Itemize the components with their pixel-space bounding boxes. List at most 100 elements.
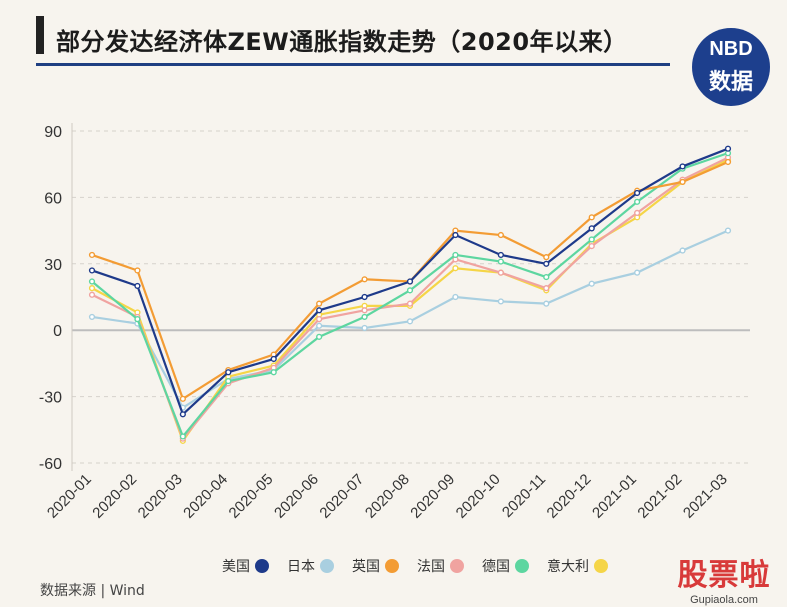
data-point: [406, 278, 414, 285]
data-point: [497, 231, 504, 239]
data-point: [179, 411, 186, 418]
legend-swatch: [594, 559, 608, 573]
data-point: [316, 333, 323, 340]
watermark-logo: 股票啦 Gupiaola.com: [664, 550, 784, 606]
data-point: [452, 265, 459, 272]
nbd-logo: NBD 数据: [692, 28, 770, 106]
data-point: [543, 300, 550, 307]
data-point: [316, 316, 323, 323]
data-point: [361, 276, 368, 283]
data-point: [724, 158, 732, 166]
data-point: [679, 178, 686, 186]
legend-label: 法国: [417, 559, 445, 575]
series-德国: [88, 150, 732, 440]
x-tick-label: 2020-12: [544, 471, 595, 522]
title-underline: [36, 63, 670, 66]
x-tick-label: 2020-05: [226, 471, 277, 522]
legend-item: 日本: [287, 556, 334, 576]
series-意大利: [88, 156, 732, 444]
data-point: [634, 189, 641, 197]
legend-item: 意大利: [547, 556, 608, 576]
logo-text-nbd: NBD: [709, 38, 753, 60]
data-point: [724, 145, 732, 152]
x-tick-label: 2020-04: [180, 471, 231, 522]
y-tick-label: 90: [44, 124, 62, 141]
data-point: [634, 269, 641, 276]
data-point: [497, 251, 504, 259]
data-point: [543, 260, 550, 267]
y-tick-label: -60: [39, 456, 62, 473]
series-美国: [88, 145, 732, 418]
x-tick-label: 2020-10: [453, 471, 504, 522]
data-point: [134, 282, 141, 290]
data-point: [588, 236, 595, 243]
data-point: [679, 247, 686, 254]
data-point: [270, 355, 277, 363]
legend-swatch: [255, 559, 269, 573]
data-point: [225, 378, 232, 385]
data-point: [679, 163, 686, 170]
data-point: [497, 269, 504, 276]
data-source: 数据来源 | Wind: [40, 583, 145, 599]
data-point: [134, 316, 141, 323]
legend-label: 意大利: [547, 559, 589, 575]
y-tick-label: 60: [44, 190, 62, 207]
series-line: [91, 158, 729, 444]
legend-swatch: [515, 559, 529, 573]
data-point: [543, 254, 550, 261]
data-point: [497, 298, 504, 305]
x-tick-label: 2020-08: [362, 471, 413, 522]
watermark-url: Gupiaola.com: [690, 594, 758, 606]
data-point: [88, 285, 96, 292]
chart-grid: [71, 123, 750, 471]
data-point: [588, 280, 595, 287]
legend-label: 英国: [352, 559, 380, 575]
data-point: [88, 313, 96, 321]
legend-label: 德国: [482, 559, 510, 575]
logo-text-data: 数据: [708, 70, 753, 95]
data-point: [634, 209, 641, 216]
title-accent-bar: [36, 16, 44, 54]
x-tick-label: 2020-06: [271, 471, 322, 522]
data-point: [543, 285, 550, 292]
x-tick-label: 2020-02: [89, 471, 140, 522]
legend-item: 英国: [352, 556, 399, 576]
y-axis-ticks: -60 -30 0 30 60 90: [39, 124, 62, 473]
data-point: [406, 287, 414, 294]
data-point: [452, 293, 459, 301]
x-axis-ticks: 2020-012020-022020-032020-042020-052020-…: [44, 471, 731, 522]
y-tick-label: 0: [53, 323, 62, 340]
data-point: [134, 267, 141, 274]
data-point: [88, 291, 96, 298]
data-point: [497, 258, 504, 265]
x-tick-label: 2020-09: [407, 471, 458, 522]
legend-item: 法国: [417, 556, 464, 576]
legend-item: 德国: [482, 556, 529, 576]
data-point: [361, 307, 368, 314]
data-point: [406, 300, 414, 307]
data-point: [361, 313, 368, 321]
x-tick-label: 2021-01: [589, 471, 640, 522]
page-title: 部分发达经济体ZEW通胀指数走势（2020年以来）: [56, 28, 628, 56]
data-point: [361, 324, 368, 332]
data-point: [406, 318, 414, 325]
watermark-title: 股票啦: [677, 558, 771, 593]
x-tick-label: 2021-03: [680, 471, 731, 522]
data-point: [634, 198, 641, 205]
data-point: [225, 369, 232, 376]
data-point: [724, 227, 732, 234]
data-point: [316, 300, 323, 307]
y-tick-label: -30: [39, 390, 62, 407]
chart-series: [88, 145, 732, 444]
series-日本: [88, 227, 732, 411]
x-tick-label: 2020-11: [499, 471, 549, 521]
data-point: [588, 242, 595, 250]
data-point: [179, 433, 186, 440]
legend-swatch: [385, 559, 399, 573]
x-tick-label: 2020-07: [316, 471, 367, 522]
data-point: [452, 251, 459, 259]
data-point: [588, 214, 595, 221]
data-point: [270, 369, 277, 376]
x-tick-label: 2020-01: [44, 471, 95, 522]
